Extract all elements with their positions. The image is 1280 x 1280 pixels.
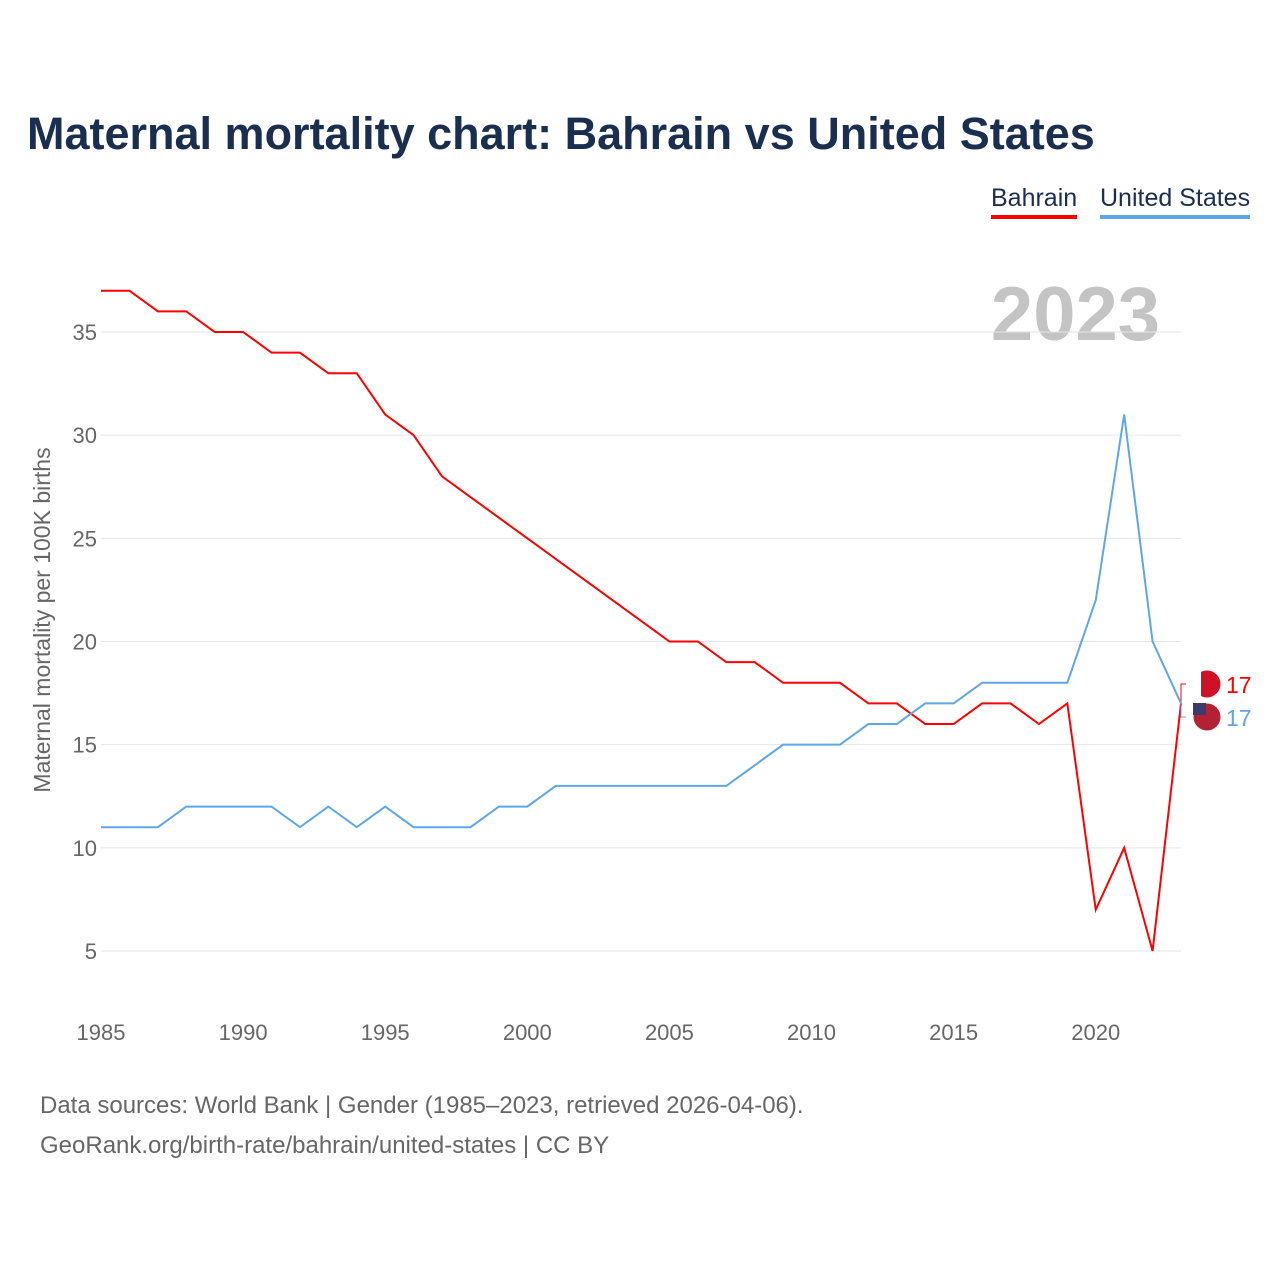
year-label: 2023 (991, 272, 1160, 357)
end-connector (1180, 703, 1186, 718)
y-tick-label: 5 (85, 939, 97, 964)
x-tick-label: 1995 (361, 1020, 410, 1045)
x-tick-label: 2020 (1071, 1020, 1120, 1045)
y-tick-label: 20 (73, 630, 97, 655)
y-tick-label: 30 (73, 423, 97, 448)
chart-title: Maternal mortality chart: Bahrain vs Uni… (27, 108, 1095, 159)
legend-bahrain[interactable]: Bahrain (991, 184, 1078, 219)
x-tick-label: 1990 (219, 1020, 268, 1045)
y-tick-label: 25 (73, 526, 97, 551)
end-value-label: 17 (1226, 705, 1252, 731)
y-tick-label: 10 (73, 836, 97, 861)
x-tick-label: 2010 (787, 1020, 836, 1045)
us-flag-canton (1193, 703, 1206, 715)
x-tick-label: 2015 (929, 1020, 978, 1045)
x-tick-label: 2000 (503, 1020, 552, 1045)
source-link[interactable]: GeoRank.org/birth-rate/bahrain/united-st… (40, 1132, 610, 1159)
data-source: Data sources: World Bank | Gender (1985–… (40, 1092, 804, 1119)
footer: Data sources: World Bank | Gender (1985–… (40, 1086, 804, 1166)
y-axis-label: Maternal mortality per 100K births (29, 447, 55, 792)
series-line-bahrain (101, 289, 1182, 952)
end-connector (1180, 683, 1186, 704)
y-tick-label: 15 (73, 733, 97, 758)
end-value-label: 17 (1226, 672, 1252, 698)
x-tick-label: 1985 (77, 1020, 126, 1045)
series-line-united-states (101, 414, 1182, 829)
bahrain-flag-white-band (1193, 670, 1201, 698)
x-tick-label: 2005 (645, 1020, 694, 1045)
legend-united-states[interactable]: United States (1100, 184, 1251, 219)
y-tick-label: 35 (73, 320, 97, 345)
